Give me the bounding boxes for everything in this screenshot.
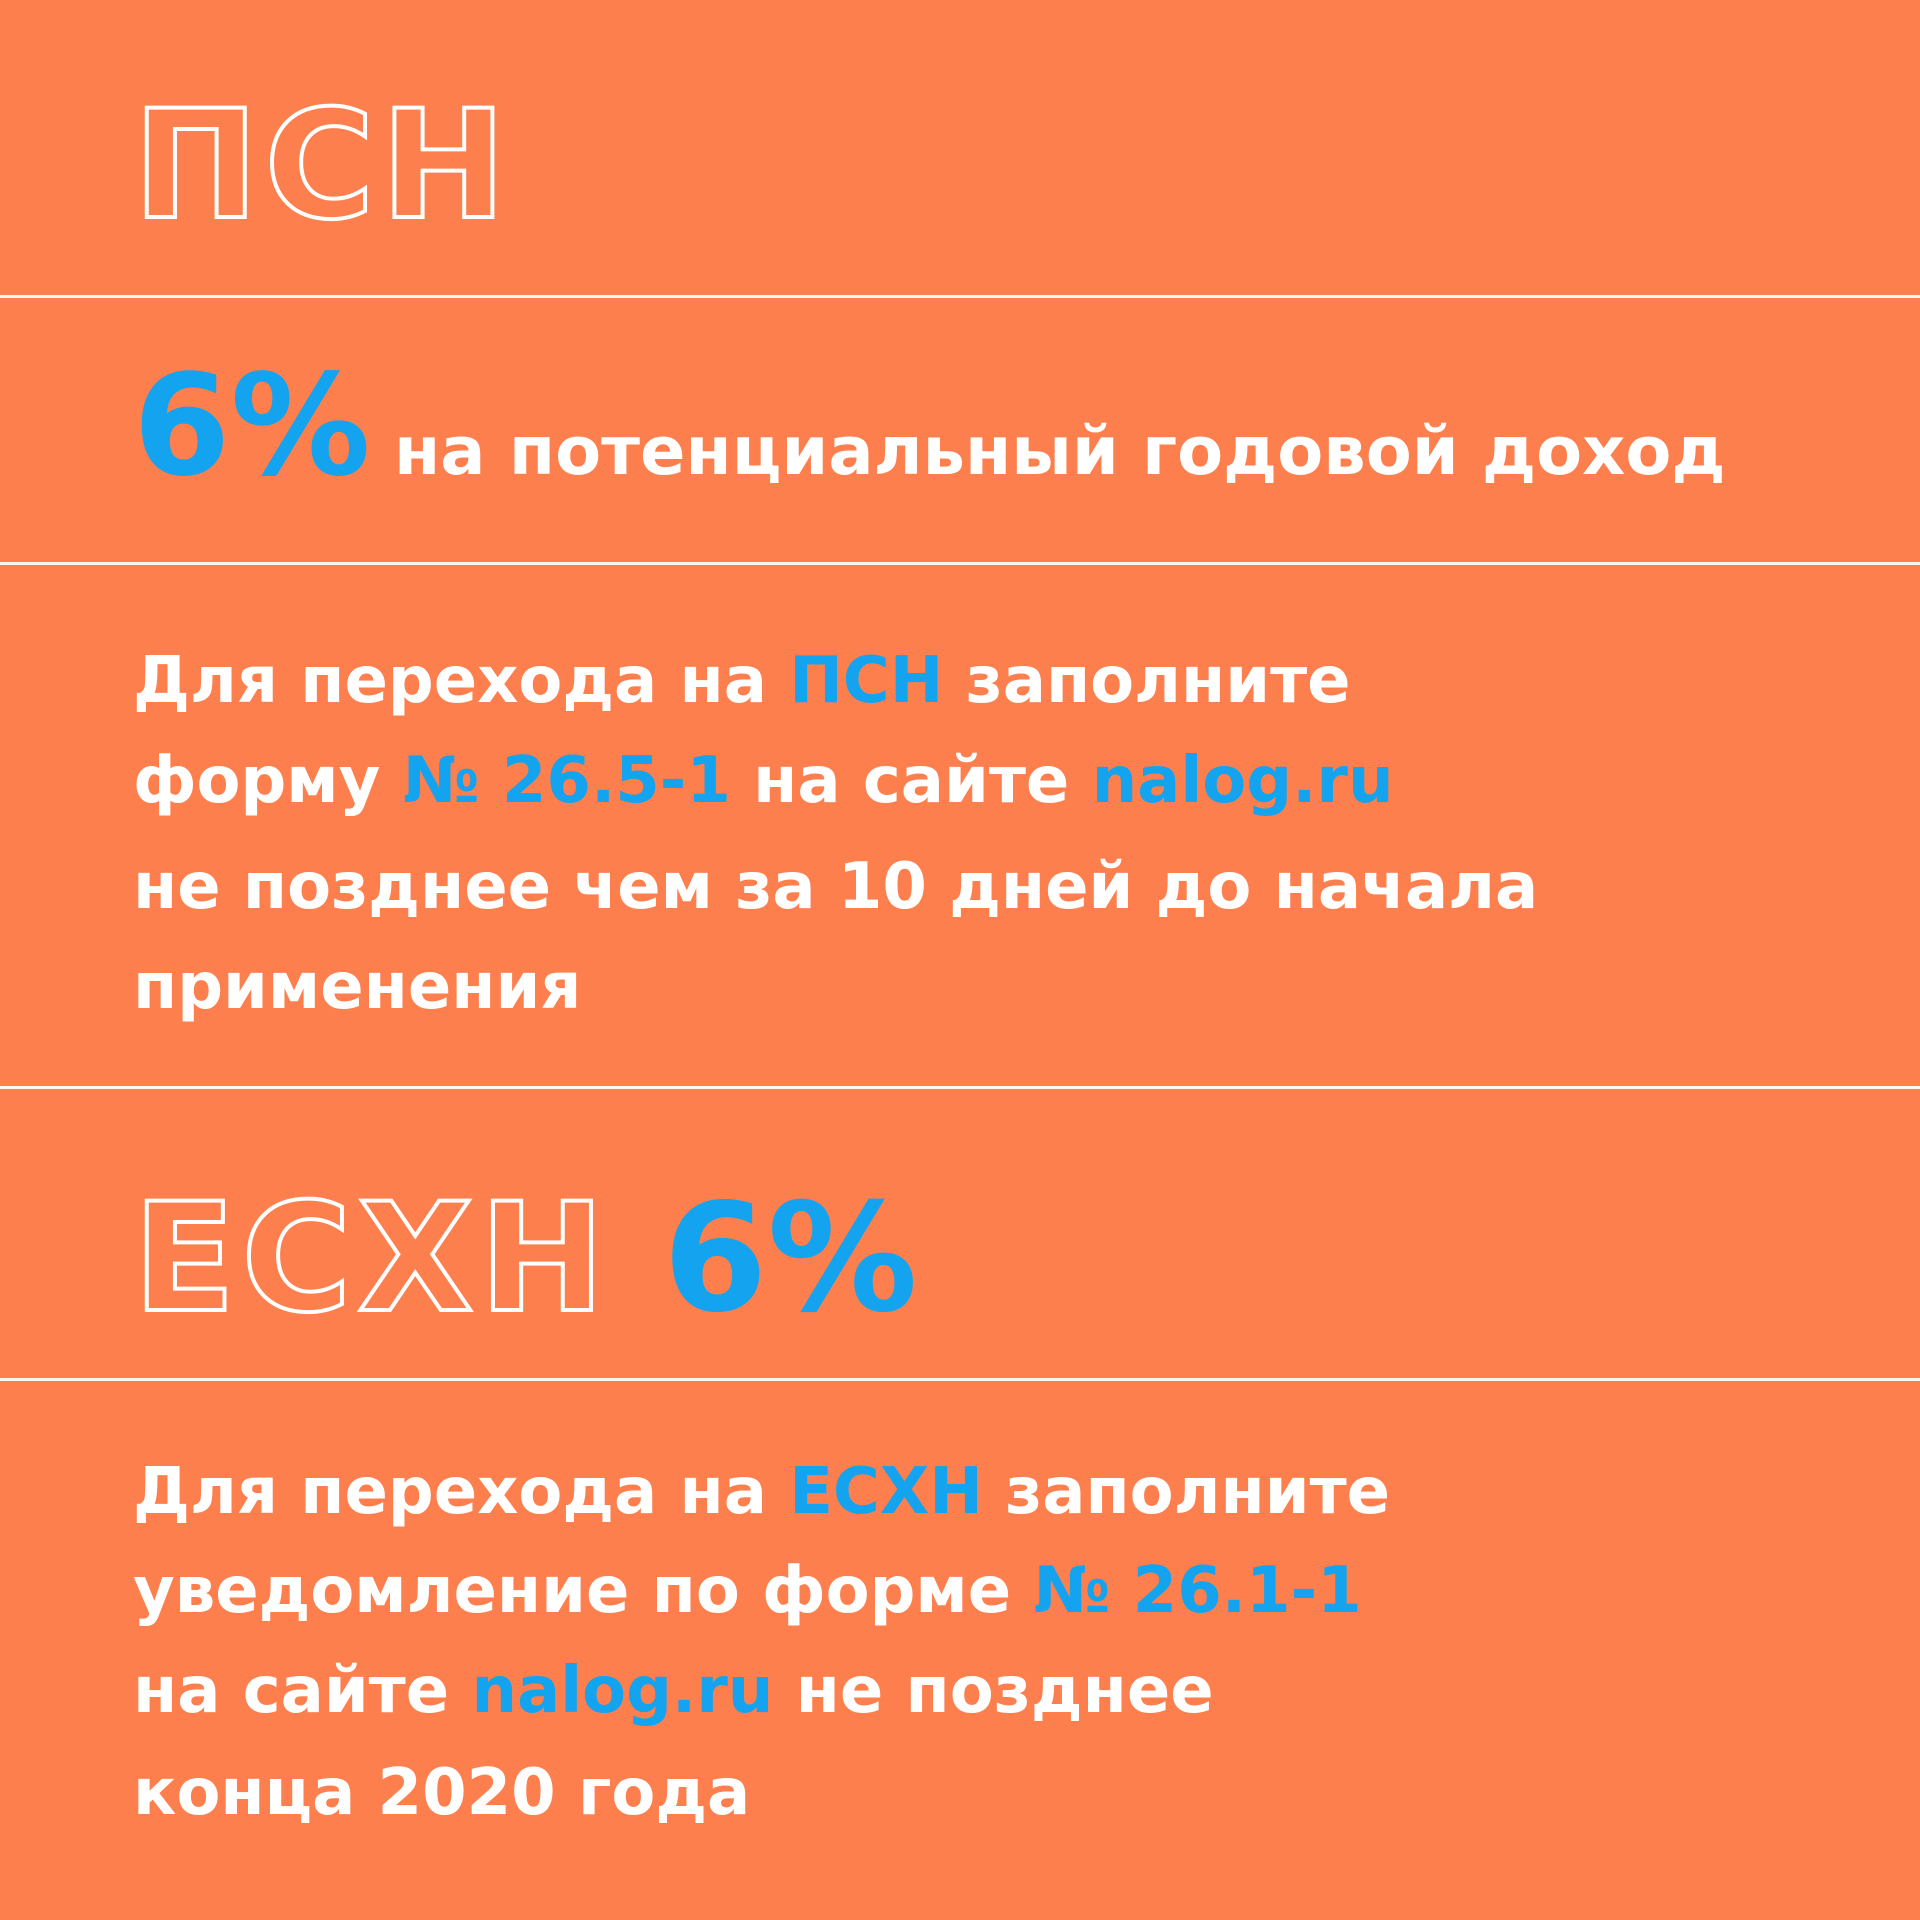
divider (0, 1086, 1920, 1089)
paragraph-line: уведомление по форме № 26.1-1 (133, 1559, 1362, 1623)
text (611, 1172, 663, 1346)
highlight-text: 6% (133, 344, 371, 508)
text: на сайте (730, 744, 1092, 819)
divider (0, 1378, 1920, 1381)
lead-line: 6% на потенциальный годовой доход (133, 356, 1726, 497)
text: конца 2020 года (133, 1756, 751, 1831)
text: не позднее чем за 10 дней до начала (133, 850, 1539, 925)
text: Для перехода на (133, 644, 790, 719)
paragraph-line: Для перехода на ЕСХН заполните (133, 1460, 1390, 1524)
text: на потенциальный годовой доход (370, 411, 1726, 490)
paragraph-line: применения (133, 955, 581, 1019)
heading-line: ПСН (131, 89, 512, 243)
outline-heading: ПСН (131, 79, 513, 253)
text: форму (133, 744, 403, 819)
highlight-text: nalog.ru (1091, 744, 1394, 819)
text: на сайте (133, 1654, 472, 1729)
paragraph-line: не позднее чем за 10 дней до начала (133, 855, 1538, 919)
heading-line: ЕСХН 6% (131, 1182, 918, 1336)
divider (0, 295, 1920, 298)
highlight-text: № 26.5-1 (402, 744, 731, 819)
text: Для перехода на (133, 1455, 790, 1530)
highlight-text: 6% (662, 1172, 918, 1346)
paragraph-line: форму № 26.5-1 на сайте nalog.ru (133, 749, 1394, 813)
text: заполните (982, 1455, 1391, 1530)
text: не позднее (773, 1654, 1214, 1729)
text: заполните (943, 644, 1351, 719)
text: уведомление по форме (133, 1554, 1034, 1629)
outline-heading: ЕСХН (131, 1172, 611, 1346)
paragraph-line: на сайте nalog.ru не позднее (133, 1659, 1214, 1723)
divider (0, 562, 1920, 565)
highlight-text: № 26.1-1 (1033, 1554, 1362, 1629)
paragraph-line: Для перехода на ПСН заполните (133, 649, 1351, 713)
highlight-text: ПСН (789, 644, 944, 719)
text: применения (133, 950, 582, 1025)
highlight-text: nalog.ru (471, 1654, 774, 1729)
highlight-text: ЕСХН (789, 1455, 983, 1530)
paragraph-line: конца 2020 года (133, 1761, 750, 1825)
